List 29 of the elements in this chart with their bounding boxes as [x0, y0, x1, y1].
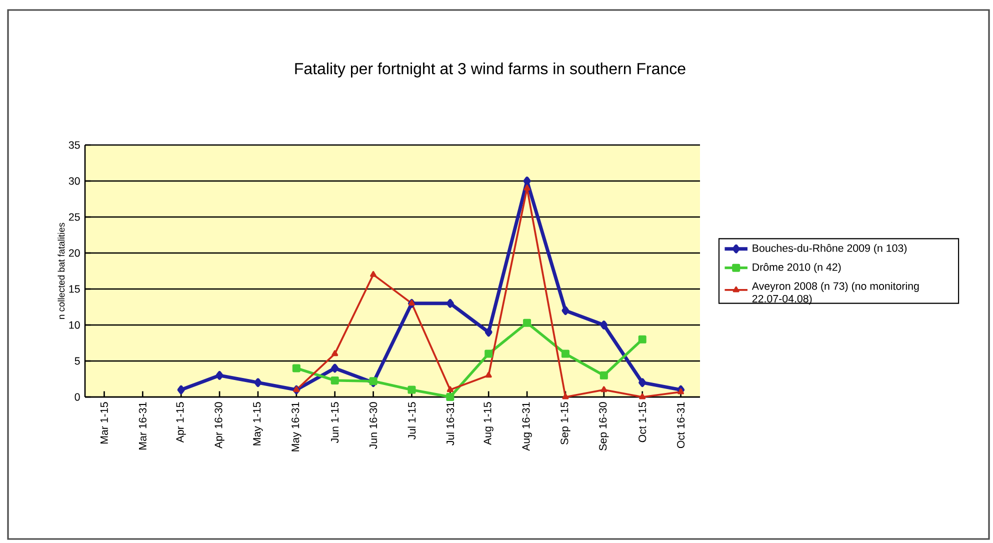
- chart-title: Fatality per fortnight at 3 wind farms in southern France: [295, 62, 686, 78]
- x-tick-label: May 16-31: [292, 402, 302, 452]
- x-tick-label: May 1-15: [253, 402, 263, 446]
- y-tick-label: 35: [68, 141, 80, 149]
- legend-label: Aveyron 2008 (n 73) (no monitoring 22.07-04.08): [752, 282, 919, 305]
- x-tick-label: Jun 1-15: [331, 402, 339, 444]
- y-axis-title: n collected bat fatalities: [58, 222, 65, 319]
- y-tick-label: 5: [74, 357, 80, 365]
- x-tick-label: Jun 16-30: [370, 402, 378, 449]
- x-tick-label: Oct 1-15: [638, 402, 646, 442]
- x-tick-label: Jul 1-15: [408, 402, 416, 440]
- y-tick-label: 0: [74, 393, 80, 401]
- y-tick-label: 10: [69, 321, 80, 329]
- x-tick-label: Mar 16-31: [138, 402, 146, 450]
- y-tick-label: 20: [68, 249, 80, 257]
- x-tick-label: Sep 1-15: [560, 402, 570, 445]
- x-tick-label: Apr 16-30: [214, 402, 224, 449]
- x-tick-label: Apr 1-15: [176, 402, 186, 443]
- y-tick-label: 25: [68, 213, 80, 221]
- x-tick-label: Aug 16-31: [522, 402, 532, 451]
- legend-label: Bouches-du-Rhône 2009 (n 103): [752, 244, 907, 254]
- x-tick-label: Aug 1-15: [484, 402, 494, 445]
- x-tick-label: Jul 16-31: [446, 402, 454, 446]
- y-tick-label: 30: [68, 177, 80, 185]
- x-tick-label: Oct 16-31: [677, 402, 685, 448]
- x-tick-label: Mar 1-15: [100, 402, 108, 444]
- y-tick-label: 15: [69, 285, 80, 293]
- x-tick-label: Sep 16-30: [599, 402, 609, 450]
- legend-label: Drôme 2010 (n 42): [752, 263, 841, 273]
